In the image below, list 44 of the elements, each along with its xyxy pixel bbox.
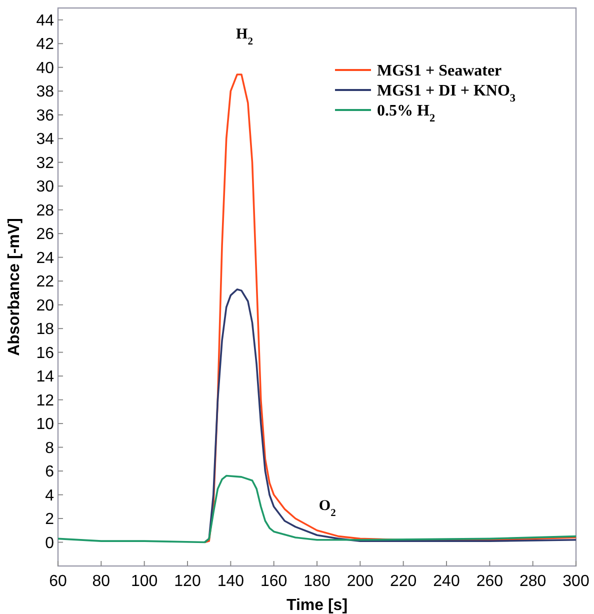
- y-tick-label: 38: [36, 84, 54, 101]
- y-tick-label: 32: [36, 154, 54, 172]
- legend-label: 0.5% H$_{2}$: [377, 102, 436, 125]
- y-tick-label: 34: [36, 131, 54, 148]
- y-tick-label: 28: [36, 202, 54, 220]
- y-tick-label: 14: [36, 368, 54, 386]
- x-tick-label: 120: [174, 573, 201, 590]
- y-tick-label: 0: [45, 534, 54, 552]
- annotation: H$_{2}$: [236, 26, 253, 48]
- legend-label: MGS1 + DI + KNO$_{3}$: [377, 82, 516, 105]
- y-tick-label: 18: [36, 321, 54, 338]
- y-tick-label: 24: [36, 250, 54, 267]
- y-tick-label: 20: [36, 297, 54, 314]
- x-tick-label: 100: [130, 573, 158, 590]
- y-tick-label: 6: [45, 464, 54, 481]
- y-tick-label: 44: [36, 12, 54, 30]
- y-tick-label: 30: [36, 178, 54, 196]
- y-axis-title: Absorbance [-mV]: [6, 218, 23, 356]
- y-tick-label: 10: [36, 416, 54, 434]
- x-tick-label: 140: [217, 573, 244, 590]
- y-tick-label: 2: [45, 511, 54, 528]
- x-axis-title: Time [s]: [286, 597, 348, 614]
- y-tick-label: 12: [36, 392, 54, 410]
- y-tick-label: 36: [36, 107, 54, 124]
- x-tick-label: 260: [476, 573, 504, 590]
- x-tick-label: 60: [49, 573, 67, 590]
- x-tick-label: 80: [92, 573, 110, 590]
- x-tick-label: 300: [562, 573, 590, 590]
- x-tick-label: 160: [260, 573, 288, 590]
- y-tick-label: 8: [45, 440, 54, 457]
- annotation: O$_{2}$: [318, 498, 336, 519]
- y-tick-label: 16: [36, 344, 54, 362]
- x-tick-label: 240: [433, 573, 460, 590]
- legend-label: MGS1 + Seawater: [377, 62, 502, 80]
- y-tick-label: 22: [36, 274, 54, 291]
- x-tick-label: 180: [304, 573, 330, 590]
- y-tick-label: 4: [45, 487, 54, 504]
- x-tick-label: 220: [390, 573, 417, 590]
- y-tick-label: 40: [36, 60, 54, 77]
- y-tick-label: 42: [36, 36, 54, 54]
- x-tick-label: 280: [519, 573, 546, 590]
- y-tick-label: 26: [36, 226, 54, 244]
- line-series: [57, 474, 577, 544]
- x-tick-label: 200: [346, 573, 374, 590]
